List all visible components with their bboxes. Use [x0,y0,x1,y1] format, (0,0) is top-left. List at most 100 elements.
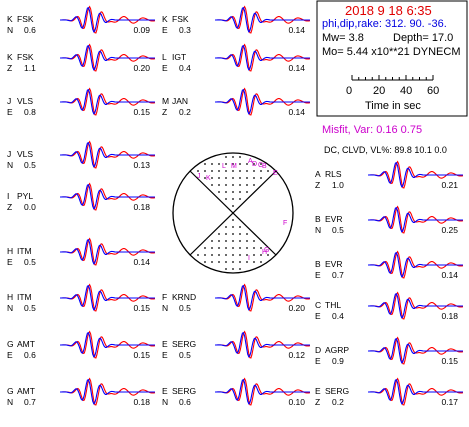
synthetic-waveform [60,6,155,33]
station-markers: A BCD E F GH I J K L M [197,158,287,262]
station-marker-m: M [231,163,237,170]
trace-shift: 0.9 [332,356,344,366]
station-marker-k: K [206,175,211,182]
station-marker-f: F [283,220,287,227]
trace-amplitude: 0.15 [441,356,458,366]
compression-dot [253,261,255,263]
trace-serg-e: E SERG E 0.5 0.12 [162,330,311,360]
trace-jan-z: M JAN Z 0.2 0.14 [162,87,311,117]
compression-dots [197,156,269,270]
trace-component: E [7,257,13,267]
compression-dot [239,247,241,249]
compression-dot [225,198,227,200]
trace-shift: 0.6 [24,25,36,35]
trace-vls-n: J VLS N 0.5 0.13 [7,140,156,170]
trace-shift: 0.8 [24,107,36,117]
compression-dot [211,261,213,263]
compression-dot [225,170,227,172]
trace-station: SERG [172,339,196,349]
compression-dot [239,261,241,263]
synthetic-waveform [215,6,310,33]
trace-letter: E [315,386,321,396]
compression-dot [225,156,227,158]
trace-letter: H [7,246,13,256]
synthetic-waveform [368,337,463,364]
trace-station: THL [325,300,341,310]
compression-dot [225,163,227,165]
trace-letter: G [7,339,14,349]
compression-dot [246,261,248,263]
compression-dot [204,261,206,263]
trace-station: SERG [172,386,196,396]
trace-component: N [315,225,321,235]
synthetic-waveform [215,88,310,115]
trace-amplitude: 0.15 [133,303,150,313]
trace-thl-e: C THL E 0.4 0.18 [315,291,464,321]
trace-station: AGRP [325,345,349,355]
trace-component: N [7,397,13,407]
station-marker-l: L [222,163,226,170]
trace-letter: D [315,345,321,355]
trace-component: N [162,397,168,407]
trace-shift: 0.5 [24,160,36,170]
compression-dot [253,170,255,172]
trace-shift: 0.4 [179,63,191,73]
compression-dot [232,219,234,221]
compression-dot [239,198,241,200]
compression-dot [204,163,206,165]
trace-letter: L [162,52,167,62]
time-tick-0: 0 [346,85,352,97]
trace-shift: 0.5 [332,225,344,235]
compression-dot [246,254,248,256]
compression-dot [232,170,234,172]
trace-amt-n: G AMT N 0.7 0.18 [7,377,156,407]
compression-dot [260,170,262,172]
trace-letter: C [315,300,321,310]
compression-dot [225,254,227,256]
trace-shift: 0.5 [179,303,191,313]
trace-amplitude: 0.17 [441,397,458,407]
compression-dot [253,163,255,165]
trace-component: Z [7,63,12,73]
depth: Depth= 17.0 [393,32,453,44]
info-box [316,0,468,117]
compression-dot [267,170,269,172]
compression-dot [218,170,220,172]
compression-dot [232,191,234,193]
compression-dot [204,254,206,256]
time-tick-40: 40 [400,85,412,97]
compression-dot [225,268,227,270]
trace-component: N [7,25,13,35]
compression-dot [232,163,234,165]
station-marker-i: I [248,255,250,262]
dc-clvd-vl: DC, CLVD, VL%: 89.8 10.1 0.0 [324,145,447,155]
compression-dot [239,170,241,172]
compression-dot [204,170,206,172]
trace-component: N [7,303,13,313]
synthetic-waveform [60,88,155,115]
compression-dot [218,233,220,235]
trace-amplitude: 0.15 [133,107,150,117]
trace-amplitude: 0.09 [133,25,150,35]
compression-dot [204,177,206,179]
compression-dot [211,247,213,249]
compression-dot [260,177,262,179]
trace-shift: 0.0 [24,202,36,212]
trace-shift: 0.4 [332,311,344,321]
compression-dot [246,233,248,235]
trace-station: FSK [17,14,34,24]
trace-amplitude: 0.18 [133,202,150,212]
compression-dot [225,233,227,235]
trace-letter: F [162,292,167,302]
trace-component: E [162,25,168,35]
trace-component: Z [162,107,167,117]
trace-letter: B [315,259,321,269]
compression-dot [260,254,262,256]
event-date: 2018 9 18 6:35 [345,3,432,18]
trace-letter: E [162,386,168,396]
trace-station: KRND [172,292,196,302]
trace-component: E [7,350,13,360]
compression-dot [232,177,234,179]
compression-dot [246,163,248,165]
